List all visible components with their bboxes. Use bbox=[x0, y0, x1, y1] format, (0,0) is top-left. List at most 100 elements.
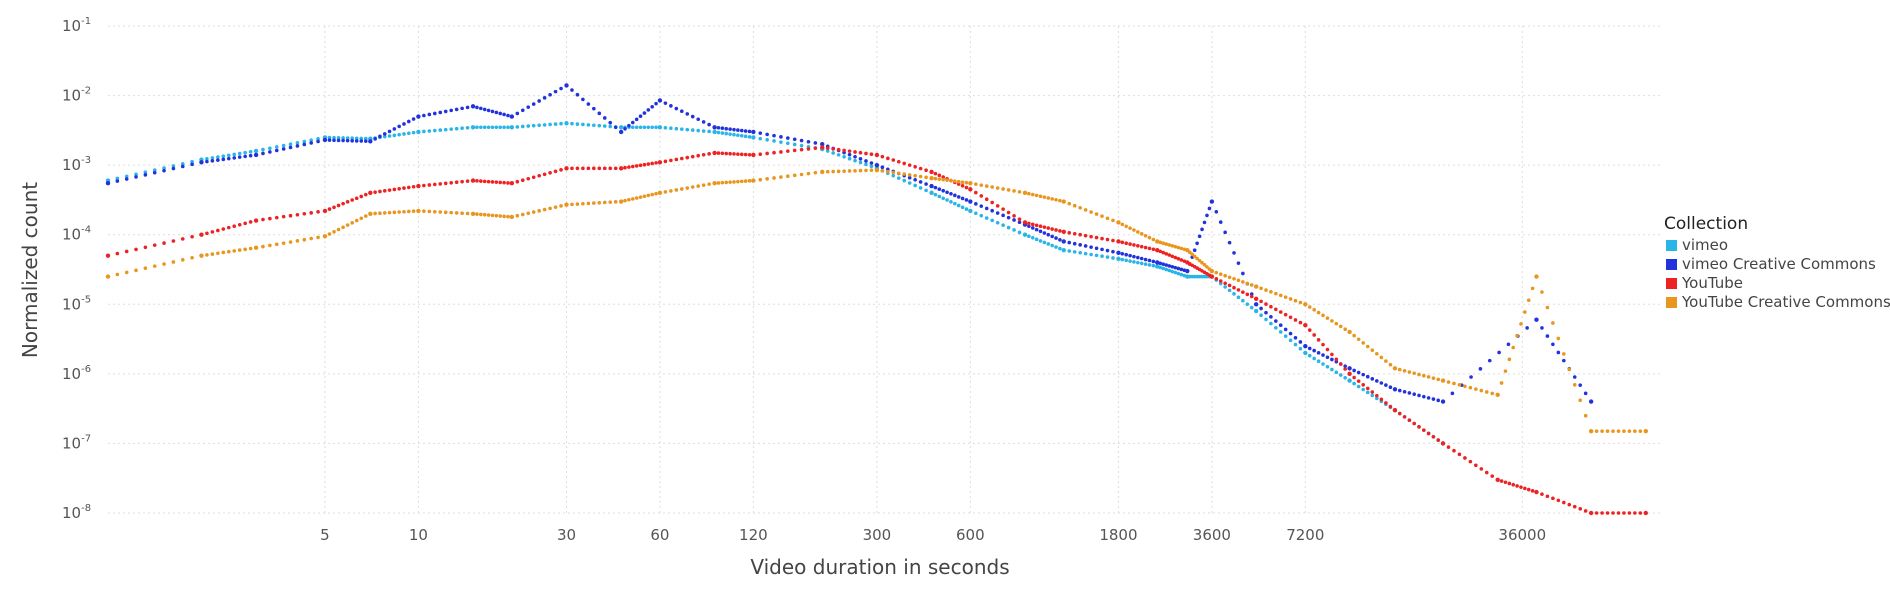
data-point bbox=[1334, 321, 1339, 326]
data-point bbox=[1519, 322, 1523, 326]
data-point bbox=[1567, 367, 1572, 372]
data-point bbox=[1034, 223, 1039, 228]
data-point bbox=[1417, 393, 1421, 398]
data-point bbox=[864, 151, 868, 156]
data-point bbox=[724, 131, 729, 136]
data-point bbox=[1195, 256, 1199, 261]
data-point bbox=[1365, 374, 1370, 379]
data-point bbox=[1397, 388, 1402, 393]
data-point bbox=[581, 122, 585, 127]
data-point bbox=[1061, 199, 1066, 204]
data-point bbox=[1452, 381, 1456, 386]
data-point bbox=[772, 150, 776, 155]
x-tick-label: 3600 bbox=[1193, 526, 1231, 544]
data-point bbox=[1167, 268, 1172, 273]
data-point bbox=[669, 158, 673, 163]
data-point bbox=[1179, 258, 1184, 262]
data-point bbox=[253, 245, 259, 250]
data-point bbox=[1209, 274, 1215, 279]
data-point bbox=[820, 141, 825, 147]
data-point bbox=[1124, 241, 1128, 245]
data-point bbox=[1155, 260, 1160, 265]
data-point bbox=[1583, 413, 1588, 418]
data-point bbox=[449, 210, 453, 215]
data-point bbox=[743, 134, 748, 139]
data-point bbox=[1269, 315, 1273, 319]
data-point bbox=[613, 166, 618, 171]
data-point bbox=[642, 194, 647, 199]
data-point bbox=[602, 166, 607, 171]
data-point bbox=[1072, 250, 1077, 254]
data-point bbox=[345, 136, 350, 140]
data-point bbox=[581, 97, 585, 102]
legend-label: vimeo Creative Commons bbox=[1682, 255, 1876, 273]
data-point bbox=[243, 247, 247, 252]
data-point bbox=[1288, 315, 1293, 320]
data-point bbox=[1583, 509, 1588, 513]
data-point bbox=[268, 243, 272, 248]
data-point bbox=[1457, 452, 1462, 457]
data-point bbox=[261, 147, 265, 152]
data-point bbox=[1298, 340, 1303, 344]
data-point bbox=[1161, 262, 1166, 266]
data-point bbox=[1158, 240, 1163, 245]
data-point bbox=[701, 183, 706, 187]
data-point bbox=[1588, 428, 1594, 434]
data-point bbox=[1006, 188, 1011, 192]
data-point bbox=[974, 202, 978, 206]
legend-swatch bbox=[1666, 278, 1677, 289]
data-point bbox=[739, 179, 744, 184]
data-point bbox=[268, 146, 272, 151]
data-point bbox=[1223, 273, 1227, 278]
data-point bbox=[1054, 245, 1058, 249]
data-point bbox=[979, 213, 984, 218]
data-point bbox=[1089, 245, 1093, 249]
data-point bbox=[1540, 326, 1544, 330]
data-point bbox=[751, 152, 756, 158]
data-point bbox=[786, 141, 790, 146]
data-point bbox=[1495, 392, 1500, 398]
data-point bbox=[1105, 248, 1110, 253]
data-point bbox=[1594, 511, 1599, 515]
data-point bbox=[1050, 197, 1054, 201]
x-tick-label: 36000 bbox=[1498, 526, 1546, 544]
data-point bbox=[929, 190, 934, 196]
data-point bbox=[422, 129, 426, 134]
data-point bbox=[630, 120, 635, 125]
data-point bbox=[736, 152, 740, 156]
data-point bbox=[747, 152, 752, 157]
data-point bbox=[124, 177, 129, 181]
data-point bbox=[1259, 299, 1263, 304]
data-point bbox=[221, 154, 226, 158]
data-point bbox=[199, 253, 204, 258]
data-point bbox=[1397, 411, 1402, 416]
data-point bbox=[1463, 456, 1467, 460]
data-point bbox=[1334, 357, 1339, 362]
data-point bbox=[657, 190, 663, 196]
data-point bbox=[743, 179, 748, 183]
data-point bbox=[979, 183, 984, 187]
data-point bbox=[1173, 265, 1178, 270]
data-point bbox=[984, 197, 989, 202]
data-point bbox=[602, 116, 607, 120]
data-point bbox=[432, 128, 437, 133]
data-point bbox=[1422, 373, 1426, 378]
data-point bbox=[1269, 304, 1273, 309]
data-point bbox=[553, 122, 558, 126]
data-point bbox=[105, 181, 111, 186]
data-point bbox=[642, 162, 647, 167]
data-point bbox=[1001, 223, 1005, 227]
data-point bbox=[968, 187, 973, 192]
y-tick-label: 10-1 bbox=[62, 16, 91, 35]
data-point bbox=[953, 193, 957, 198]
data-point bbox=[432, 209, 437, 214]
data-point bbox=[690, 128, 695, 132]
data-point bbox=[1375, 396, 1379, 401]
data-point bbox=[613, 200, 618, 204]
data-point bbox=[772, 176, 776, 180]
data-point bbox=[758, 152, 763, 157]
data-point bbox=[979, 194, 984, 198]
data-point bbox=[1274, 307, 1278, 312]
data-point bbox=[592, 166, 596, 171]
data-point bbox=[226, 156, 231, 161]
